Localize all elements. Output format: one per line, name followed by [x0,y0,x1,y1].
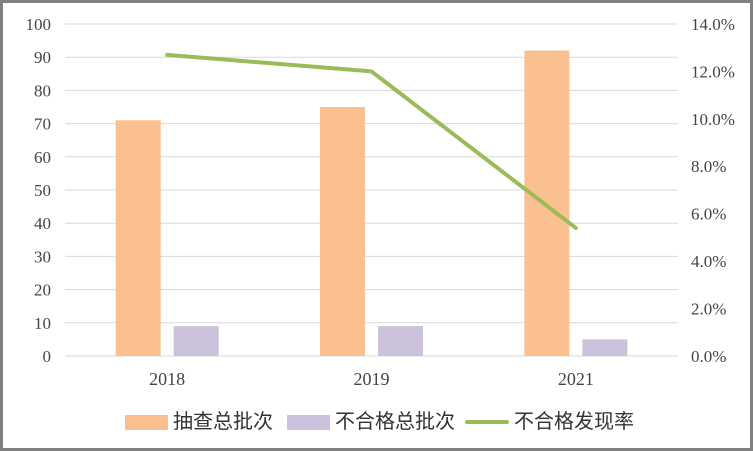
right-axis-tick-label: 6.0% [691,205,726,224]
legend: 抽查总批次 不合格总批次 不合格发现率 [3,405,750,439]
bar-failed-batches-2019 [378,326,423,356]
bar-failed-batches-2021 [582,339,628,356]
legend-item-sampled-batches: 抽查总批次 [125,405,273,439]
left-axis-tick-label: 10 [34,314,51,333]
left-axis-tick-label: 100 [26,15,52,34]
right-axis-tick-label: 0.0% [691,347,726,366]
x-axis-category-label: 2019 [354,369,390,389]
bar-sampled-batches-2019 [320,107,365,356]
right-axis-tick-label: 4.0% [691,252,726,271]
right-axis-tick-label: 10.0% [691,110,735,129]
right-axis-tick-label: 12.0% [691,62,735,81]
bar-sampled-batches-2018 [115,120,161,356]
legend-label-sampled-batches: 抽查总批次 [173,411,273,433]
line-failure-rate [165,52,578,230]
left-axis-tick-label: 40 [34,214,51,233]
right-axis-tick-label: 14.0% [691,15,735,34]
left-axis-tick-label: 60 [34,148,51,167]
bar-swatch-purple-icon [287,414,330,430]
legend-label-failed-batches: 不合格总批次 [335,411,455,433]
legend-item-failed-batches: 不合格总批次 [287,405,455,439]
x-axis-category-label: 2018 [149,369,185,389]
left-axis-tick-label: 80 [34,81,51,100]
chart-canvas: 0 10 20 30 40 50 60 70 80 90 100 0.0% 2.0% 4.0% 6.0% 8.… [26,15,735,389]
x-axis-category-label: 2021 [558,369,594,389]
right-axis-tick-label: 8.0% [691,157,726,176]
bar-swatch-orange-icon [125,414,168,430]
left-axis-tick-label: 20 [34,281,51,300]
line-swatch-green-icon [465,420,509,424]
left-axis-tick-label: 70 [34,115,51,134]
legend-label-failure-rate: 不合格发现率 [514,411,634,433]
bar-failed-batches-2018 [173,326,219,356]
left-axis-tick-label: 0 [43,347,52,366]
right-axis-tick-label: 2.0% [691,300,726,319]
left-axis-tick-label: 50 [34,181,51,200]
left-axis-tick-label: 90 [34,48,51,67]
left-axis-tick-label: 30 [34,247,51,266]
legend-item-failure-rate: 不合格发现率 [465,405,634,439]
